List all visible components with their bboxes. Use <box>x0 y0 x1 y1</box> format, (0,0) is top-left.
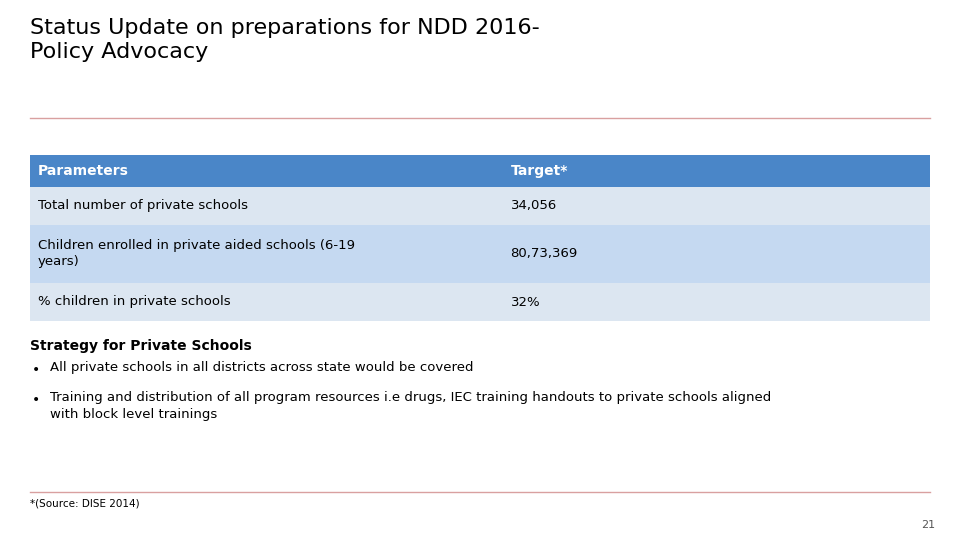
Text: 34,056: 34,056 <box>511 199 557 213</box>
Text: Status Update on preparations for NDD 2016-
Policy Advocacy: Status Update on preparations for NDD 20… <box>30 18 540 62</box>
Text: 32%: 32% <box>511 295 540 308</box>
Text: •: • <box>32 363 40 377</box>
Bar <box>30 225 930 283</box>
Text: •: • <box>32 393 40 407</box>
Text: *(Source: DISE 2014): *(Source: DISE 2014) <box>30 498 139 508</box>
Text: All private schools in all districts across state would be covered: All private schools in all districts acr… <box>50 361 473 374</box>
Bar <box>30 283 930 321</box>
Text: Target*: Target* <box>511 164 568 178</box>
Text: Parameters: Parameters <box>38 164 129 178</box>
Bar <box>30 187 930 225</box>
Text: % children in private schools: % children in private schools <box>38 295 230 308</box>
Text: 80,73,369: 80,73,369 <box>511 247 578 260</box>
Text: 21: 21 <box>921 520 935 530</box>
Text: Strategy for Private Schools: Strategy for Private Schools <box>30 339 252 353</box>
Text: Total number of private schools: Total number of private schools <box>38 199 248 213</box>
Bar <box>30 155 930 187</box>
Text: Children enrolled in private aided schools (6-19
years): Children enrolled in private aided schoo… <box>38 240 355 268</box>
Text: Training and distribution of all program resources i.e drugs, IEC training hando: Training and distribution of all program… <box>50 391 771 421</box>
